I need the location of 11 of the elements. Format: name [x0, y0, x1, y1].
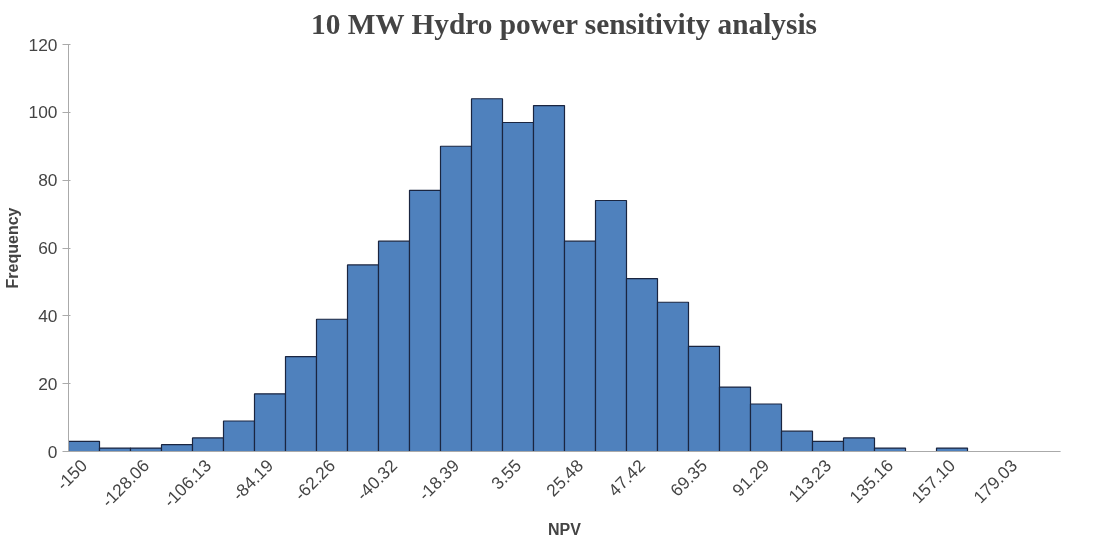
- x-axis-title: NPV: [548, 520, 582, 538]
- chart-title: 10 MW Hydro power sensitivity analysis: [310, 7, 817, 40]
- bar: [935, 447, 969, 452]
- y-tick-label: 120: [28, 34, 58, 55]
- y-tick-label: 0: [47, 441, 58, 462]
- y-tick-label: 20: [38, 373, 58, 394]
- y-axis-title: Frequency: [3, 207, 21, 289]
- y-tick-label: 40: [38, 305, 58, 326]
- y-tick-label: 60: [38, 238, 58, 258]
- y-tick-label: 80: [38, 170, 58, 191]
- y-tick-label: 100: [28, 102, 58, 123]
